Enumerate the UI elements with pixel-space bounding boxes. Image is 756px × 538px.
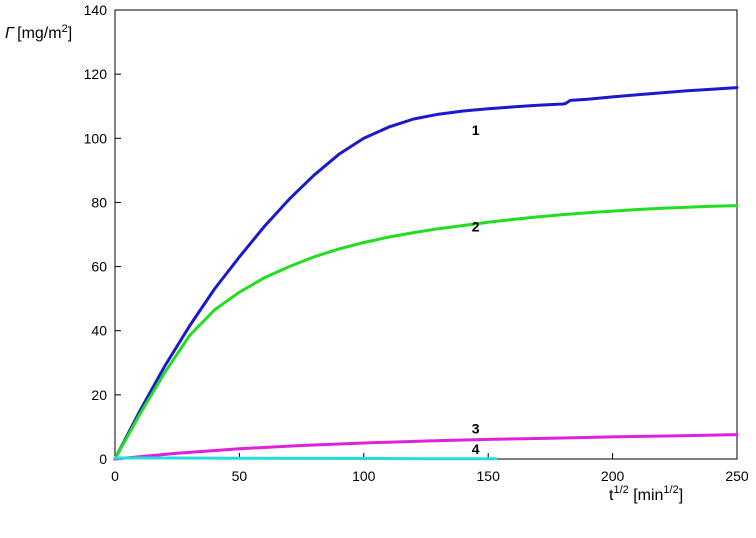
series-lines [113,86,739,461]
x-axis-symbol-sup: 1/2 [613,484,628,496]
series-label-3: 3 [472,420,480,436]
x-tick-label: 0 [111,468,119,484]
x-tick-label: 250 [725,468,749,484]
series-label-2: 2 [472,218,480,234]
y-tick-label: 0 [99,451,107,467]
series-line-3 [113,433,739,461]
y-axis-ticks: 0 20 40 60 80 100 120 140 [84,2,121,467]
y-tick-label: 80 [91,194,107,210]
x-axis-symbol: t [609,487,614,504]
series-line-4 [113,456,498,461]
series-label-4: 4 [472,441,480,457]
y-axis-symbol: Γ [5,25,15,42]
y-tick-label: 40 [91,323,107,339]
x-axis-unit: [min [629,487,664,504]
series-label-1: 1 [472,122,480,138]
x-tick-label: 200 [601,468,625,484]
x-tick-label: 100 [352,468,376,484]
x-tick-label: 150 [477,468,501,484]
y-axis-unit: [mg/m [17,25,61,42]
x-axis-ticks: 0 50 100 150 200 250 [111,453,749,484]
series-line-2 [113,204,739,461]
y-axis-unit-close: ] [68,25,72,42]
series-line-1 [113,86,739,461]
y-tick-label: 20 [91,387,107,403]
x-axis-unit-sup: 1/2 [663,484,678,496]
y-tick-label: 100 [84,130,108,146]
x-axis-title: t1/2 [min1/2] [609,484,683,504]
plot-frame [114,9,738,460]
y-tick-label: 120 [84,66,108,82]
y-tick-label: 140 [84,2,108,18]
x-axis-unit-close: ] [679,487,683,504]
series-labels: 1 2 3 4 [472,122,480,457]
y-axis-title: Γ [mg/m2] [5,23,72,42]
y-tick-label: 60 [91,259,107,275]
x-tick-label: 50 [232,468,248,484]
y-axis-unit-sup: 2 [62,23,68,35]
